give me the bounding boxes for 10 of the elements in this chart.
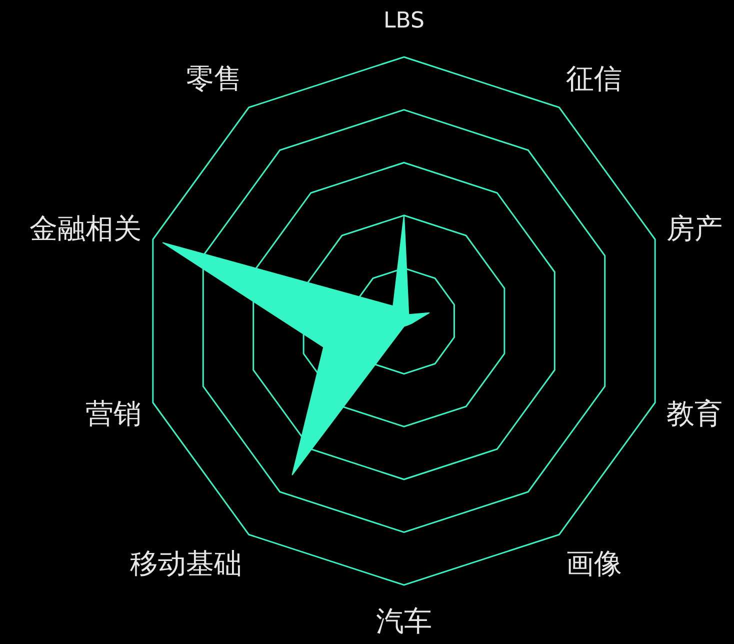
spoke-label: LBS bbox=[384, 8, 424, 34]
spoke-label: 房产 bbox=[666, 212, 722, 245]
spoke-label: 画像 bbox=[566, 547, 622, 580]
spoke-label: 汽车 bbox=[376, 604, 432, 638]
spoke-label: 零售 bbox=[186, 62, 242, 95]
spoke-label: 移动基础 bbox=[130, 547, 242, 580]
spoke-label: 征信 bbox=[566, 62, 622, 95]
spoke-label: 金融相关 bbox=[30, 212, 142, 245]
spoke-label: 教育 bbox=[666, 397, 722, 430]
spoke-label: 营销 bbox=[86, 397, 142, 430]
